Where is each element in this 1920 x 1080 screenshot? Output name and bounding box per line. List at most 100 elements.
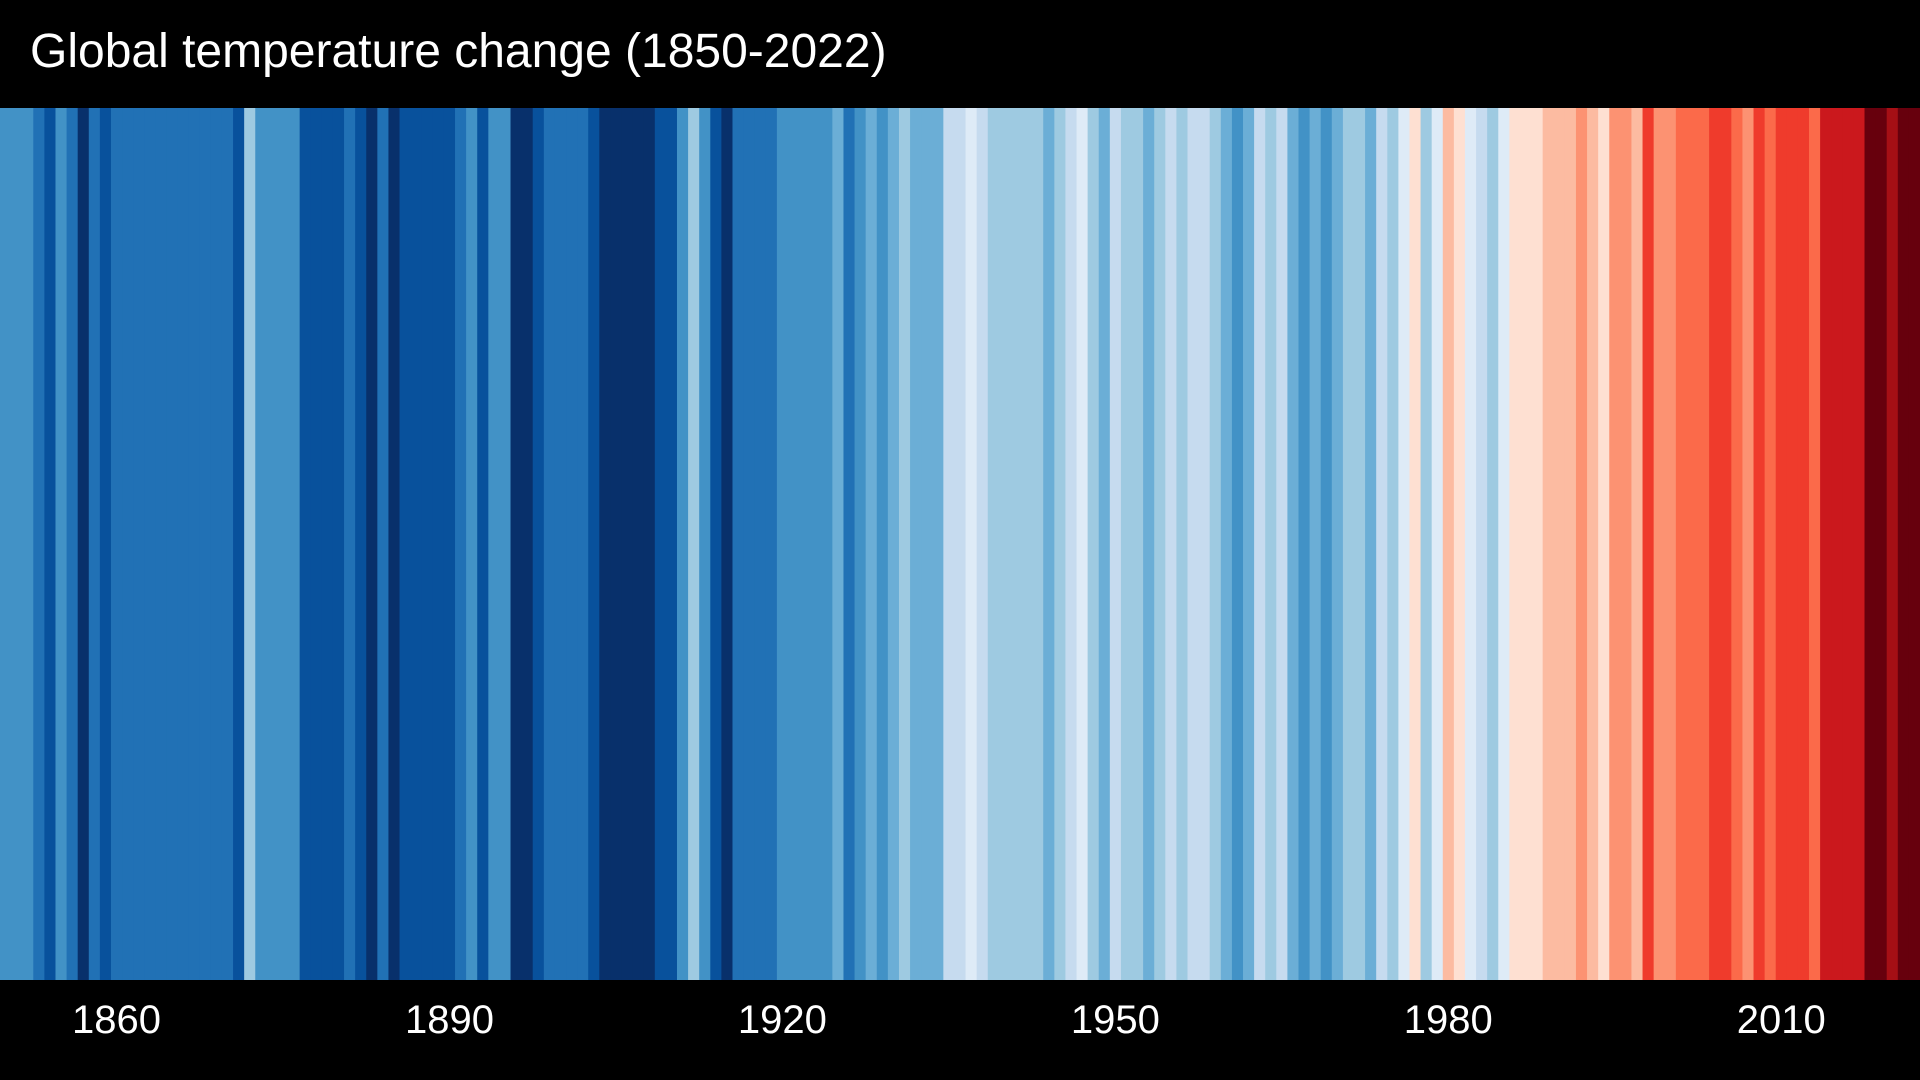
stripe-1861 [122, 108, 134, 980]
stripe-2009 [1764, 108, 1777, 980]
x-tick-label-1890: 1890 [405, 998, 494, 1042]
stripe-1876 [288, 108, 301, 980]
stripe-1940 [998, 108, 1011, 980]
stripe-1884 [377, 108, 390, 980]
stripe-1893 [477, 108, 489, 980]
stripe-2021 [1897, 108, 1910, 980]
stripe-1873 [255, 108, 267, 980]
stripe-1985 [1498, 108, 1510, 980]
stripe-1978 [1420, 108, 1433, 980]
stripe-1917 [743, 108, 756, 980]
stripe-2018 [1864, 108, 1877, 980]
stripe-1865 [166, 108, 179, 980]
stripe-1930 [887, 108, 900, 980]
stripe-1920 [776, 108, 789, 980]
stripe-2014 [1820, 108, 1832, 980]
stripe-1918 [754, 108, 767, 980]
stripe-1950 [1109, 108, 1122, 980]
x-tick-label-1920: 1920 [737, 998, 827, 1042]
stripe-2011 [1786, 108, 1799, 980]
stripe-1987 [1520, 108, 1533, 980]
stripe-1972 [1353, 108, 1366, 980]
stripe-1888 [421, 108, 434, 980]
stripe-1952 [1132, 108, 1144, 980]
stripe-2002 [1686, 108, 1699, 980]
stripe-2000 [1664, 108, 1677, 980]
stripe-1949 [1098, 108, 1111, 980]
stripe-2005 [1720, 108, 1732, 980]
stripe-1994 [1598, 108, 1610, 980]
stripe-1973 [1365, 108, 1377, 980]
stripe-1977 [1409, 108, 1422, 980]
stripe-1868 [199, 108, 212, 980]
stripe-1898 [532, 108, 545, 980]
stripe-1942 [1021, 108, 1033, 980]
stripe-1934 [932, 108, 944, 980]
stripe-1959 [1209, 108, 1222, 980]
stripe-1924 [821, 108, 833, 980]
stripe-1944 [1043, 108, 1055, 980]
stripe-1943 [1032, 108, 1044, 980]
stripe-1855 [55, 108, 68, 980]
stripe-1967 [1298, 108, 1311, 980]
stripe-1900 [554, 108, 567, 980]
stripe-1897 [521, 108, 534, 980]
stripe-1910 [665, 108, 678, 980]
stripe-2006 [1731, 108, 1744, 980]
stripe-1860 [110, 108, 123, 980]
stripe-1964 [1265, 108, 1277, 980]
stripe-1956 [1176, 108, 1189, 980]
stripe-1871 [233, 108, 245, 980]
x-tick-label-2010: 2010 [1736, 998, 1826, 1042]
stripe-2022 [1908, 108, 1920, 980]
stripe-1852 [22, 108, 34, 980]
x-axis: 1860 1890 1920 1950 1980 2010 [0, 998, 1920, 1058]
stripe-1858 [88, 108, 101, 980]
stripe-2003 [1698, 108, 1710, 980]
stripe-1999 [1653, 108, 1666, 980]
stripe-1928 [865, 108, 878, 980]
stripe-1854 [44, 108, 57, 980]
stripe-1962 [1243, 108, 1255, 980]
stripe-1937 [965, 108, 978, 980]
stripe-1915 [721, 108, 734, 980]
stripe-1932 [910, 108, 922, 980]
stripe-1968 [1309, 108, 1322, 980]
stripe-1894 [488, 108, 501, 980]
stripe-1919 [765, 108, 778, 980]
stripe-1933 [921, 108, 933, 980]
stripe-1916 [732, 108, 745, 980]
stripe-1935 [943, 108, 956, 980]
stripe-1872 [244, 108, 256, 980]
stripe-1864 [155, 108, 168, 980]
stripe-1877 [299, 108, 312, 980]
stripe-1912 [688, 108, 700, 980]
stripe-2007 [1742, 108, 1755, 980]
stripe-1998 [1642, 108, 1655, 980]
stripe-1850 [0, 108, 12, 980]
stripe-1975 [1387, 108, 1399, 980]
stripe-2020 [1886, 108, 1899, 980]
x-tick-label-1860: 1860 [72, 998, 161, 1042]
x-tick-label-1950: 1950 [1070, 998, 1160, 1042]
stripe-1947 [1076, 108, 1089, 980]
stripe-1901 [566, 108, 578, 980]
stripe-1939 [987, 108, 1000, 980]
stripe-1997 [1631, 108, 1644, 980]
stripe-1970 [1331, 108, 1344, 980]
stripe-1936 [954, 108, 967, 980]
stripe-1880 [332, 108, 345, 980]
stripe-1988 [1531, 108, 1544, 980]
stripe-1870 [221, 108, 234, 980]
stripe-1971 [1342, 108, 1355, 980]
stripe-1875 [277, 108, 290, 980]
stripe-1993 [1587, 108, 1599, 980]
stripe-1958 [1198, 108, 1211, 980]
stripe-1954 [1154, 108, 1166, 980]
stripe-1896 [510, 108, 523, 980]
stripe-1881 [344, 108, 356, 980]
stripe-1990 [1553, 108, 1566, 980]
stripe-1851 [11, 108, 23, 980]
stripe-2019 [1875, 108, 1888, 980]
stripe-1923 [810, 108, 822, 980]
